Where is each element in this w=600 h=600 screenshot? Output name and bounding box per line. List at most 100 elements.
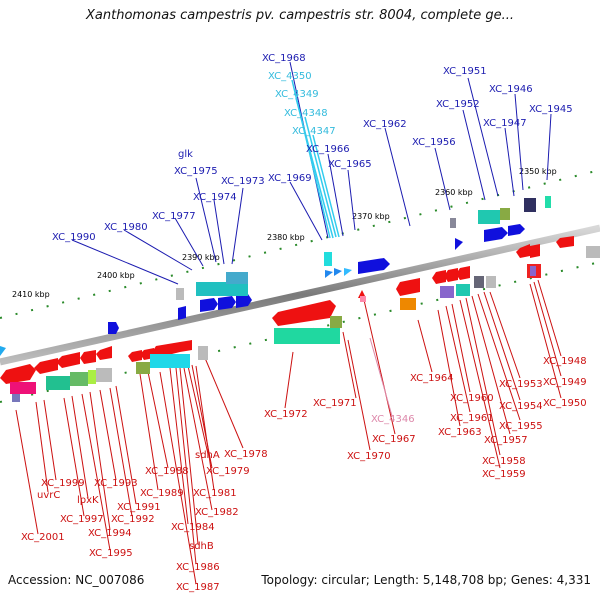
gene-block[interactable] [400,298,416,310]
gene-label[interactable]: XC_1979 [206,466,250,477]
gene-label[interactable]: XC_1950 [543,398,587,409]
gene-block[interactable] [226,272,248,284]
gene-block[interactable] [456,284,470,296]
gene-label[interactable]: XC_1987 [176,582,220,593]
gene-label[interactable]: XC_4350 [268,71,312,82]
gene-arrow[interactable] [556,236,574,248]
gene-label[interactable]: glk [178,149,193,160]
gene-block[interactable] [324,252,332,266]
gene-block[interactable] [274,328,340,344]
gene-label[interactable]: XC_1965 [328,159,372,170]
gene-block[interactable] [12,394,20,402]
gene-arrow[interactable] [444,268,458,282]
gene-label[interactable]: XC_1953 [499,379,543,390]
gene-label[interactable]: XC_4349 [275,89,319,100]
gene-arrow[interactable] [108,322,119,334]
gene-label[interactable]: XC_1962 [363,119,407,130]
gene-arrow[interactable] [128,350,142,362]
gene-label[interactable]: XC_1952 [436,99,480,110]
gene-label[interactable]: XC_1949 [543,377,587,388]
gene-arrow[interactable] [530,244,540,258]
gene-arrow[interactable] [176,340,192,352]
gene-block[interactable] [450,218,456,228]
gene-label[interactable]: XC_1963 [438,427,482,438]
gene-block[interactable] [524,198,536,212]
gene-arrow[interactable] [344,268,352,276]
gene-label[interactable]: XC_1981 [193,488,237,499]
gene-label[interactable]: XC_1993 [94,478,138,489]
gene-label[interactable]: XC_1967 [372,434,416,445]
gene-block[interactable] [440,286,454,298]
gene-arrow[interactable] [432,270,446,284]
gene-block[interactable] [10,382,36,394]
gene-arrow[interactable] [96,346,112,360]
gene-block[interactable] [198,346,208,360]
gene-label[interactable]: XC_1947 [483,118,527,129]
gene-block[interactable] [176,288,184,300]
gene-arrow[interactable] [334,268,342,276]
gene-label[interactable]: XC_1948 [543,356,587,367]
gene-label[interactable]: lpxK [77,495,99,506]
gene-label[interactable]: XC_1990 [52,232,96,243]
gene-arrow[interactable] [34,358,58,374]
gene-block[interactable] [530,266,536,276]
gene-label[interactable]: XC_2001 [21,532,65,543]
gene-label[interactable]: XC_1980 [104,222,148,233]
gene-block[interactable] [136,362,150,374]
gene-arrow[interactable] [0,346,6,356]
gene-label[interactable]: XC_1964 [410,373,454,384]
gene-arrow[interactable] [455,238,463,250]
gene-label[interactable]: XC_1977 [152,211,196,222]
gene-arrow[interactable] [396,278,420,296]
gene-arrow[interactable] [358,258,390,274]
gene-label[interactable]: XC_1984 [171,522,215,533]
gene-label[interactable]: XC_1961 [450,413,494,424]
gene-label[interactable]: XC_1997 [60,514,104,525]
gene-arrow[interactable] [325,270,333,278]
gene-label[interactable]: XC_1982 [195,507,239,518]
gene-label[interactable]: XC_1969 [268,173,312,184]
gene-arrow[interactable] [516,244,530,258]
gene-block[interactable] [545,196,551,208]
gene-arrow[interactable] [456,266,470,280]
gene-label[interactable]: XC_1968 [262,53,306,64]
gene-label[interactable]: XC_1954 [499,401,543,412]
gene-label[interactable]: XC_1972 [264,409,308,420]
gene-label[interactable]: XC_4346 [371,414,415,425]
gene-label[interactable]: XC_1974 [193,192,237,203]
gene-label[interactable]: XC_1986 [176,562,220,573]
gene-label[interactable]: XC_1973 [221,176,265,187]
gene-label[interactable]: XC_1978 [224,449,268,460]
gene-block[interactable] [360,296,366,302]
gene-arrow[interactable] [236,294,252,308]
gene-arrow[interactable] [218,296,236,310]
gene-label[interactable]: XC_1989 [140,488,184,499]
gene-arrow[interactable] [508,224,525,236]
gene-block[interactable] [150,354,190,368]
gene-label[interactable]: XC_1951 [443,66,487,77]
gene-block[interactable] [474,276,484,288]
gene-block[interactable] [586,246,600,258]
gene-arrow[interactable] [178,306,186,320]
gene-block[interactable] [196,282,248,296]
gene-block[interactable] [486,276,496,288]
gene-label[interactable]: XC_1970 [347,451,391,462]
gene-label[interactable]: sdhB [189,541,214,552]
gene-arrow[interactable] [272,300,336,326]
gene-label[interactable]: XC_1966 [306,144,350,155]
gene-arrow[interactable] [484,227,508,242]
gene-label[interactable]: XC_1991 [117,502,161,513]
gene-label[interactable]: XC_1957 [484,435,528,446]
gene-label[interactable]: XC_1955 [499,421,543,432]
gene-label[interactable]: XC_4347 [292,126,336,137]
gene-label[interactable]: XC_1945 [529,104,573,115]
gene-label[interactable]: XC_1959 [482,469,526,480]
gene-label[interactable]: uvrC [37,490,60,501]
gene-label[interactable]: XC_1994 [88,528,132,539]
gene-label[interactable]: XC_1971 [313,398,357,409]
gene-label[interactable]: XC_1946 [489,84,533,95]
gene-block[interactable] [88,370,96,384]
gene-block[interactable] [500,208,510,220]
gene-label[interactable]: XC_1988 [145,466,189,477]
gene-label[interactable]: XC_1975 [174,166,218,177]
